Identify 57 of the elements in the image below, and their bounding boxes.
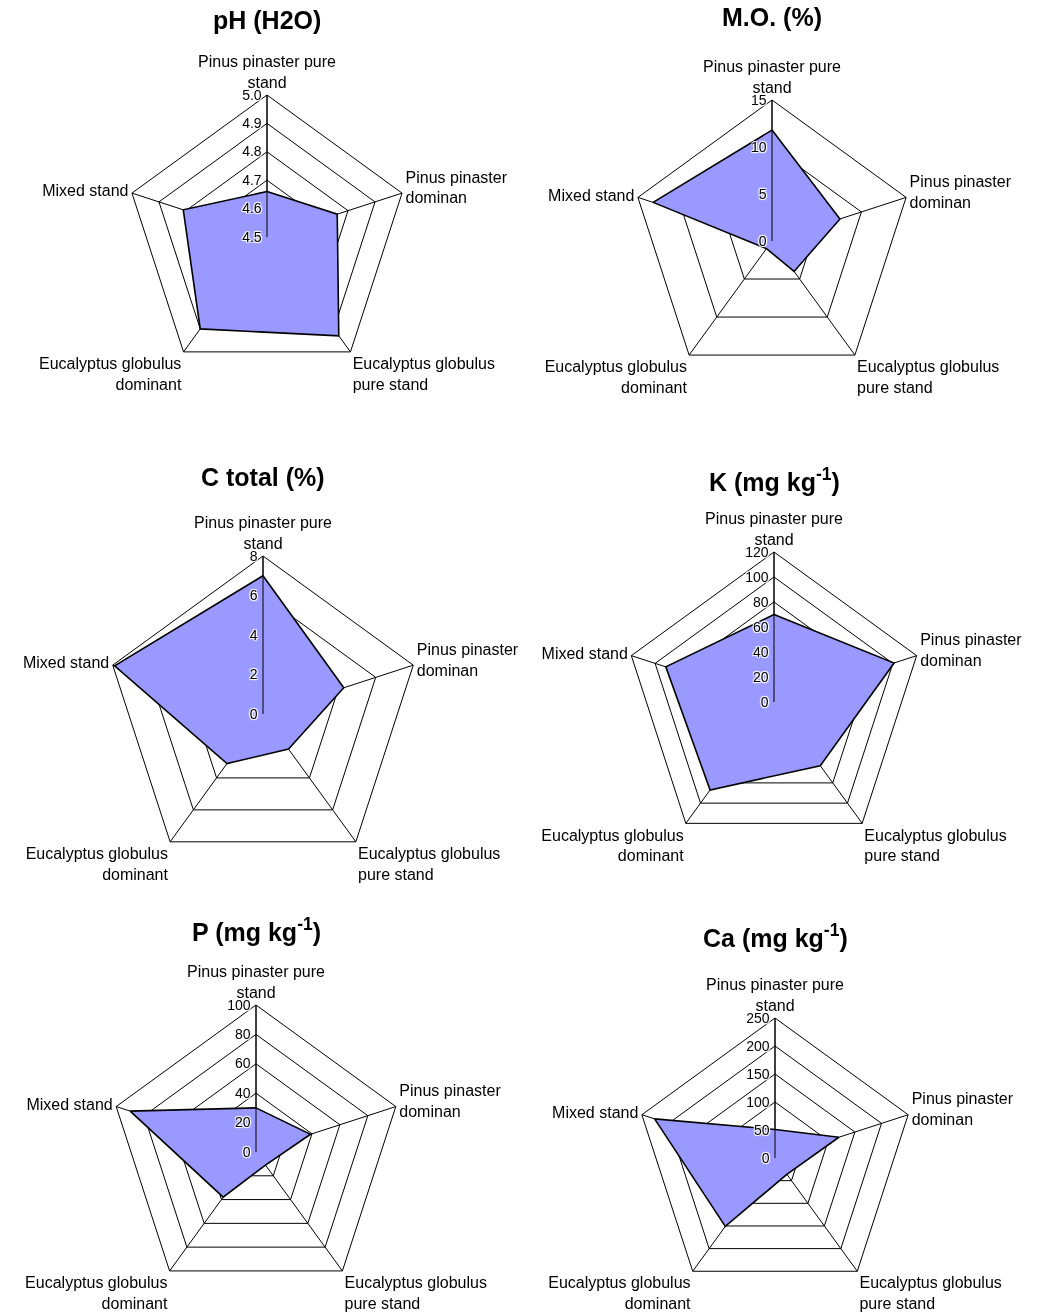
y-tick-label: 0 <box>761 1149 770 1166</box>
y-tick-label: 60 <box>235 1055 251 1072</box>
spoke-label: Mixed stand <box>22 654 110 672</box>
y-tick-label: 10 <box>751 138 767 155</box>
y-tick-label: 80 <box>235 1025 251 1042</box>
spoke-label: Mixed stand <box>42 182 129 200</box>
chart-title: K (mg kg$^{-1}$) <box>709 464 840 496</box>
y-tick-label: 6 <box>249 587 258 604</box>
spoke-label: Eucalyptus globulus dominant <box>39 355 182 393</box>
spoke-label: Pinus pinaster dominan <box>909 173 1012 211</box>
spoke-label: Mixed stand <box>548 186 635 204</box>
spoke-label: Eucalyptus globulus dominant <box>25 845 169 883</box>
y-tick-label: 0 <box>758 232 767 249</box>
spoke-label: Eucalyptus globulus pure stand <box>864 826 1007 865</box>
y-tick-label: 0 <box>242 1143 251 1160</box>
chart-title: C total (%) <box>201 463 325 491</box>
y-tick-label: 150 <box>746 1065 770 1082</box>
spoke-label: Eucalyptus globulus pure stand <box>358 845 501 883</box>
y-tick-label: 40 <box>235 1084 251 1101</box>
y-tick-label: 4 <box>249 626 258 643</box>
chart-title: Ca (mg kg$^{-1}$) <box>703 920 848 952</box>
spoke-label: Pinus pinaster dominan <box>416 640 519 679</box>
y-tick-label: 100 <box>746 1093 770 1110</box>
spoke-label: Eucalyptus globulus pure stand <box>859 1274 1002 1312</box>
spoke-label: Eucalyptus globulus pure stand <box>857 358 1000 397</box>
spoke-label: Pinus pinaster dominan <box>399 1082 502 1120</box>
spoke-label: Mixed stand <box>541 644 628 662</box>
spoke-label: Pinus pinaster dominan <box>920 631 1023 670</box>
y-tick-label: 20 <box>753 668 769 685</box>
spoke-label: Eucalyptus globulus dominant <box>541 826 685 865</box>
spoke-label: Eucalyptus globulus pure stand <box>344 1274 487 1312</box>
y-tick-label: 4.5 <box>242 228 262 245</box>
spoke-label: Eucalyptus globulus dominant <box>548 1274 692 1312</box>
spoke-label: Eucalyptus globulus dominant <box>544 358 688 397</box>
spoke-label: Mixed stand <box>26 1095 113 1113</box>
y-tick-label: 0 <box>249 705 258 722</box>
spoke-label: Pinus pinaster dominan <box>911 1090 1014 1129</box>
y-tick-label: 200 <box>746 1037 770 1054</box>
y-tick-label: 100 <box>745 568 769 585</box>
chart-title: pH (H2O) <box>213 6 322 34</box>
y-tick-label: 5 <box>758 185 767 202</box>
y-tick-label: 4.7 <box>242 171 262 188</box>
y-tick-label: 2 <box>249 666 258 683</box>
spoke-label: Pinus pinaster dominan <box>405 168 508 207</box>
spoke-label: Mixed stand <box>552 1103 639 1121</box>
spoke-label: Eucalyptus globulus dominant <box>25 1274 168 1312</box>
chart-title: M.O. (%) <box>722 3 822 31</box>
y-tick-label: 4.9 <box>242 114 262 131</box>
y-tick-label: 80 <box>753 593 769 610</box>
spoke-label: Eucalyptus globulus pure stand <box>352 355 495 393</box>
y-tick-label: 40 <box>753 643 769 660</box>
y-tick-label: 0 <box>760 693 769 710</box>
y-tick-label: 60 <box>753 618 769 635</box>
y-tick-label: 20 <box>235 1114 251 1131</box>
y-tick-label: 4.6 <box>242 200 262 217</box>
chart-title: P (mg kg$^{-1}$) <box>192 914 322 946</box>
y-tick-label: 4.8 <box>242 143 262 160</box>
